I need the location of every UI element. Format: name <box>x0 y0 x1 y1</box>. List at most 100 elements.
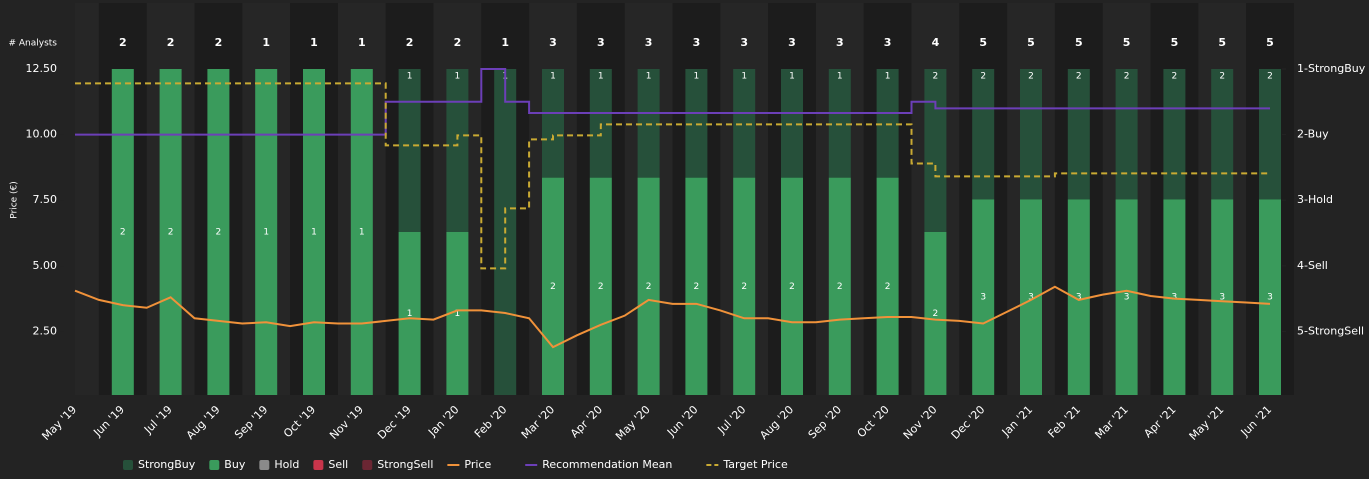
analyst-count: 5 <box>1075 36 1083 49</box>
bar-label: 2 <box>789 282 795 292</box>
analyst-count: 3 <box>836 36 844 49</box>
analyst-count: 5 <box>1266 36 1274 49</box>
bar-label: 3 <box>1219 293 1225 303</box>
bar-segment <box>398 232 421 395</box>
y-axis-label: Price (€) <box>10 181 20 219</box>
bar-segment <box>733 69 756 178</box>
legend-label: Hold <box>274 458 299 471</box>
bar-segment <box>111 69 134 395</box>
analyst-count: 3 <box>693 36 701 49</box>
analyst-count: 5 <box>1123 36 1131 49</box>
bar-label: 1 <box>694 72 700 82</box>
legend-swatch <box>362 460 373 470</box>
legend-label: Buy <box>224 458 246 471</box>
analyst-count: 3 <box>884 36 892 49</box>
bar-segment <box>255 69 278 395</box>
bar-segment <box>1115 199 1138 395</box>
bar-segment <box>685 69 708 178</box>
bar-label: 3 <box>1124 293 1130 303</box>
legend-label: Recommendation Mean <box>542 458 672 471</box>
bar-label: 1 <box>837 72 843 82</box>
legend-swatch <box>259 460 270 470</box>
bar-segment <box>924 69 947 232</box>
legend-label: Price <box>464 458 491 471</box>
analyst-count: 2 <box>119 36 127 49</box>
bar-segment <box>589 177 612 395</box>
bar-label: 1 <box>359 228 365 238</box>
analyst-count: 3 <box>788 36 796 49</box>
bar-segment <box>828 69 851 178</box>
bar-label: 2 <box>980 72 986 82</box>
analyst-count: 5 <box>979 36 987 49</box>
legend-label: StrongBuy <box>138 458 196 471</box>
bar-label: 2 <box>120 228 126 238</box>
bar-segment <box>446 69 469 232</box>
y2-tick-label: 3-Hold <box>1297 193 1333 206</box>
bar-label: 3 <box>980 293 986 303</box>
bar-segment <box>733 177 756 395</box>
line-series <box>75 68 1270 136</box>
bar-segment <box>159 69 182 395</box>
analyst-count: 1 <box>358 36 366 49</box>
bar-label: 1 <box>407 309 413 319</box>
bar-label: 2 <box>168 228 174 238</box>
y2-tick-label: 1-StrongBuy <box>1297 62 1366 75</box>
legend-swatch <box>209 460 220 470</box>
bar-segment <box>1163 69 1186 200</box>
bar-segment <box>1067 69 1090 200</box>
legend-label: Sell <box>328 458 348 471</box>
y-tick-label: 2.50 <box>33 324 58 337</box>
analyst-count: 3 <box>549 36 557 49</box>
bar-label: 1 <box>789 72 795 82</box>
legend-swatch <box>313 460 324 470</box>
bar-label: 1 <box>550 72 556 82</box>
bar-segment <box>637 69 660 178</box>
y-tick-label: 7.50 <box>33 193 58 206</box>
bar-segment <box>1211 199 1234 395</box>
bar-segment <box>1211 69 1234 200</box>
bar-segment <box>781 177 803 395</box>
y-tick-label: 5.00 <box>33 259 58 272</box>
bar-segment <box>685 177 708 395</box>
bar-label: 2 <box>1124 72 1130 82</box>
bar-segment <box>1115 69 1138 200</box>
bar-label: 1 <box>311 228 317 238</box>
bar-label: 1 <box>741 72 747 82</box>
line-series <box>74 285 1271 349</box>
bar-label: 2 <box>933 72 939 82</box>
bar-label: 2 <box>1028 72 1034 82</box>
bar-segment <box>876 69 899 178</box>
analyst-count: 1 <box>262 36 270 49</box>
analyst-count: 3 <box>597 36 605 49</box>
bar-label: 2 <box>1267 72 1273 82</box>
y2-tick-label: 5-StrongSell <box>1297 324 1364 337</box>
bar-label: 2 <box>741 282 747 292</box>
legend-swatch <box>123 460 133 470</box>
bar-label: 2 <box>1172 72 1178 82</box>
bar-segment <box>589 69 612 178</box>
bar-segment <box>924 232 947 395</box>
bar-label: 2 <box>885 282 891 292</box>
analyst-count: 3 <box>645 36 653 49</box>
bar-segment <box>1067 199 1090 395</box>
bar-segment <box>398 69 421 232</box>
analyst-count: 2 <box>167 36 175 49</box>
bar-label: 1 <box>646 72 652 82</box>
bar-label: 2 <box>837 282 843 292</box>
y2-tick-label: 4-Sell <box>1297 259 1328 272</box>
bar-label: 2 <box>550 282 556 292</box>
bar-segment <box>350 69 373 395</box>
bar-label: 2 <box>646 282 652 292</box>
y2-tick-label: 2-Buy <box>1297 128 1329 141</box>
bar-label: 2 <box>1076 72 1082 82</box>
bar-label: 1 <box>598 72 604 82</box>
bar-label: 2 <box>694 282 700 292</box>
analysts-label: # Analysts <box>8 39 57 49</box>
line-series <box>75 82 1270 270</box>
bar-label: 3 <box>1267 293 1273 303</box>
bar-label: 1 <box>263 228 269 238</box>
bar-segment <box>972 69 995 200</box>
bar-segment <box>542 69 564 178</box>
bar-segment <box>781 69 803 178</box>
